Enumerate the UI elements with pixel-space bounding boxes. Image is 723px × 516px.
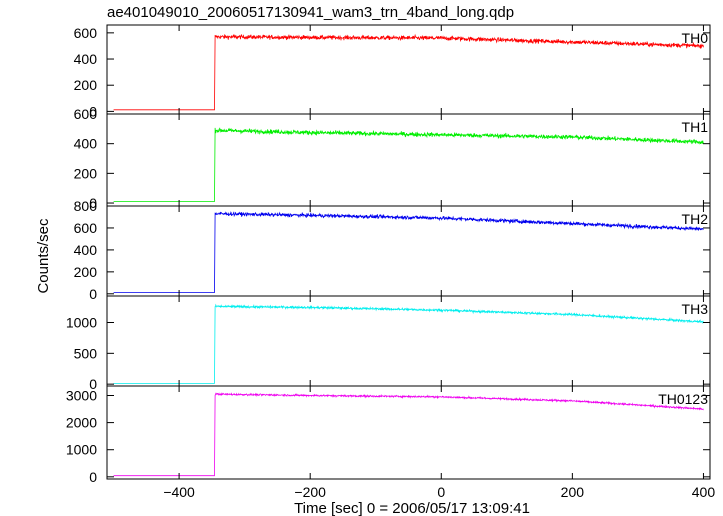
series-label-th1: TH1 <box>682 119 709 135</box>
x-tick-label: −200 <box>294 484 326 500</box>
panel-th1: 0 200 400 600 TH1 <box>74 106 711 211</box>
series-label-th3: TH3 <box>682 301 709 317</box>
y-tick-label: 600 <box>74 220 98 236</box>
y-tick-label: 0 <box>89 469 97 485</box>
y-tick-label: 200 <box>74 264 98 280</box>
x-tick-label: 0 <box>437 484 445 500</box>
y-tick-label: 0 <box>89 103 97 119</box>
y-tick-label: 0 <box>89 195 97 211</box>
series-line-th0123 <box>113 392 704 477</box>
y-tick-label: 200 <box>74 77 98 93</box>
series-line-th0 <box>113 33 704 111</box>
y-tick-label: 400 <box>74 136 98 152</box>
y-tick-label: 400 <box>74 242 98 258</box>
x-tick-label: −400 <box>163 484 195 500</box>
y-tick-label: 1000 <box>66 315 97 331</box>
panel-th0123: 0 1000 2000 3000 TH0123 <box>66 385 711 485</box>
y-tick-label: 1000 <box>66 442 97 458</box>
y-tick-label: 600 <box>74 25 98 41</box>
series-line-th2 <box>113 211 704 293</box>
panel-frame <box>106 385 711 480</box>
y-axis-label: Counts/sec <box>35 218 52 294</box>
y-tick-label: 500 <box>74 345 98 361</box>
panel-frame <box>106 205 711 297</box>
series-label-th2: TH2 <box>682 211 709 227</box>
y-tick-label: 0 <box>89 376 97 392</box>
y-tick-label: 400 <box>74 51 98 67</box>
series-line-th3 <box>113 303 704 384</box>
x-tick-label: 200 <box>561 484 585 500</box>
x-axis: −400 −200 0 200 400 <box>163 484 715 500</box>
panel-frame <box>106 113 711 207</box>
y-tick-label: 800 <box>74 198 98 214</box>
series-line-th1 <box>113 127 704 202</box>
series-label-th0: TH0 <box>682 30 709 46</box>
y-tick-label: 600 <box>74 106 98 122</box>
panel-th0: 0 200 400 600 TH0 <box>74 24 711 119</box>
y-tick-label: 3000 <box>66 387 97 403</box>
panel-th2: 0 200 400 600 800 TH2 <box>74 198 711 302</box>
x-axis-label: Time [sec] 0 = 2006/05/17 13:09:41 <box>294 500 530 516</box>
panel-th3: 0 500 1000 TH3 <box>66 295 711 392</box>
chart-title: ae401049010_20060517130941_wam3_trn_4ban… <box>107 4 514 21</box>
panels-group: 0 200 400 600 TH0 0 200 400 600 TH1 0 200 400 600 800 T… <box>66 24 711 485</box>
y-tick-label: 200 <box>74 165 98 181</box>
series-label-th0123: TH0123 <box>658 391 708 407</box>
x-tick-label: 400 <box>692 484 716 500</box>
y-tick-label: 2000 <box>66 415 97 431</box>
y-tick-label: 0 <box>89 286 97 302</box>
